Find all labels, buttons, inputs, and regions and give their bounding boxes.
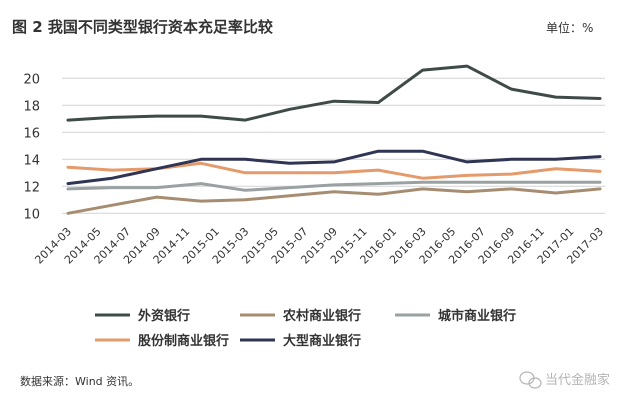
y-tick-label: 14 — [23, 153, 40, 168]
x-axis-ticks: 2014-032014-052014-072014-092014-112015-… — [32, 225, 606, 267]
series-line-4 — [66, 149, 602, 186]
watermark: 当代金融家 — [519, 371, 610, 389]
series-line-0 — [66, 64, 602, 122]
y-tick-label: 18 — [23, 99, 40, 114]
series-line-2 — [66, 180, 602, 192]
legend-item-large-commercial-banks: 大型商业银行 — [240, 333, 361, 349]
legend-label-city-commercial-banks: 城市商业银行 — [438, 308, 516, 324]
source-note: 数据来源：Wind 资讯。 — [20, 374, 139, 388]
legend-label-rural-commercial-banks: 农村商业银行 — [282, 308, 361, 324]
chart-title: 图 2 我国不同类型银行资本充足率比较 — [12, 18, 273, 36]
legend-label-joint-stock-banks: 股份制商业银行 — [138, 333, 229, 349]
series-lines — [66, 64, 602, 215]
y-tick-label: 16 — [23, 126, 40, 141]
legend-item-rural-commercial-banks: 农村商业银行 — [240, 308, 361, 324]
legend-item-joint-stock-banks: 股份制商业银行 — [95, 333, 229, 349]
y-axis-ticks: 10 12 14 16 18 20 — [23, 72, 40, 222]
y-tick-label: 12 — [23, 180, 40, 195]
legend: 外资银行 农村商业银行 城市商业银行 股份制商业银行 大型商业银行 — [95, 308, 516, 349]
wechat-icon — [519, 371, 542, 389]
y-tick-label: 10 — [23, 207, 40, 222]
y-tick-label: 20 — [23, 72, 40, 87]
legend-item-city-commercial-banks: 城市商业银行 — [395, 308, 516, 324]
legend-label-foreign-banks: 外资银行 — [137, 308, 190, 324]
unit-label: 单位：% — [546, 20, 593, 35]
legend-label-large-commercial-banks: 大型商业银行 — [283, 333, 361, 349]
legend-item-foreign-banks: 外资银行 — [95, 308, 190, 324]
watermark-text: 当代金融家 — [545, 372, 610, 388]
series-line-1 — [66, 187, 602, 215]
